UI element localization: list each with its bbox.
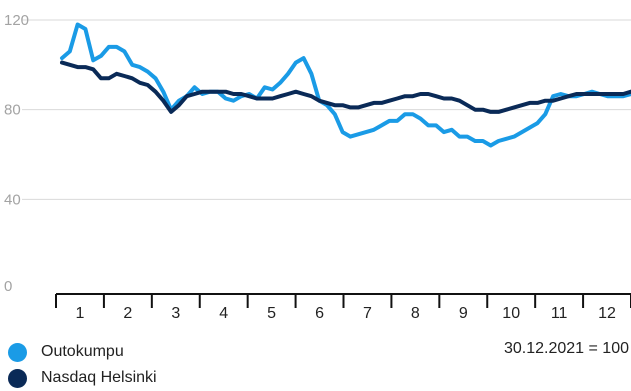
x-tick-label-10: 10 <box>502 305 520 322</box>
legend-item-nasdaq-helsinki: Nasdaq Helsinki <box>8 365 157 391</box>
x-tick-label-5: 5 <box>267 305 276 322</box>
legend: Outokumpu Nasdaq Helsinki <box>8 339 157 391</box>
y-tick-label-80: 80 <box>4 102 21 119</box>
base-date-note: 30.12.2021 = 100 <box>503 340 629 357</box>
legend-item-outokumpu: Outokumpu <box>8 339 157 365</box>
legend-label-nasdaq-helsinki: Nasdaq Helsinki <box>41 369 157 386</box>
y-tick-label-0: 0 <box>4 278 12 295</box>
legend-dot-nasdaq-helsinki <box>8 368 27 388</box>
x-tick-label-6: 6 <box>315 305 324 322</box>
x-tick-label-12: 12 <box>598 305 616 322</box>
x-tick-label-1: 1 <box>76 305 85 322</box>
x-tick-label-11: 11 <box>551 305 568 322</box>
x-tick-label-9: 9 <box>459 305 468 322</box>
series-line-nasdaq-helsinki <box>60 60 631 114</box>
y-tick-label-120: 120 <box>4 12 29 29</box>
legend-dot-outokumpu <box>8 342 27 362</box>
x-tick-label-3: 3 <box>171 305 180 322</box>
series-line-outokumpu <box>60 22 631 148</box>
legend-label-outokumpu: Outokumpu <box>41 343 124 360</box>
x-tick-label-4: 4 <box>219 305 228 322</box>
x-tick-label-8: 8 <box>411 305 420 322</box>
x-tick-label-7: 7 <box>363 305 372 322</box>
x-tick-label-2: 2 <box>123 305 132 322</box>
y-tick-label-40: 40 <box>4 191 21 208</box>
